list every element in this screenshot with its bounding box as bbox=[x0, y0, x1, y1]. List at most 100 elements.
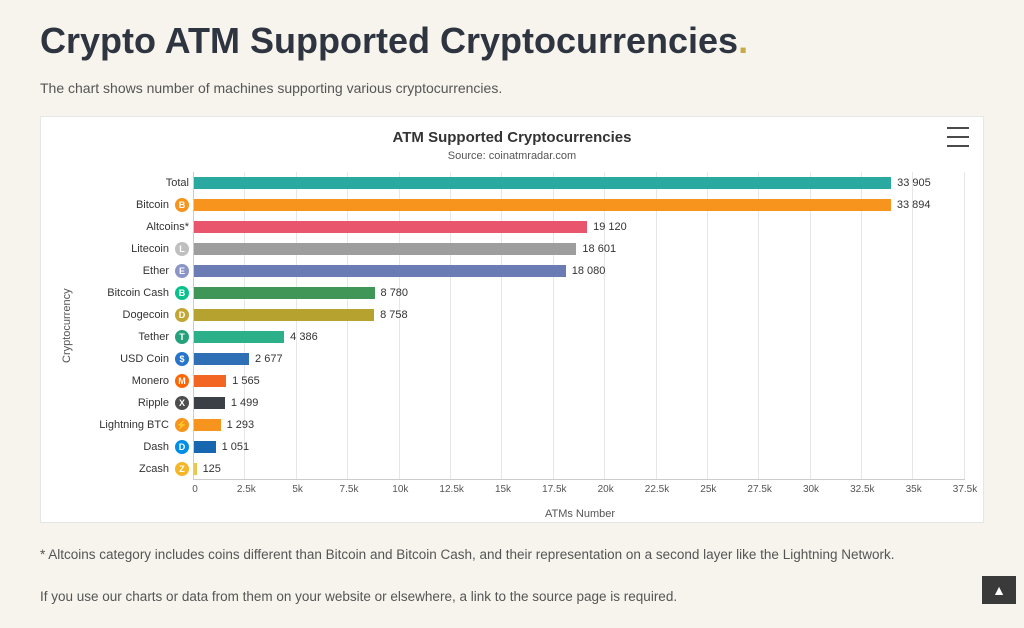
coin-icon: L bbox=[175, 242, 189, 256]
page-title-text: Crypto ATM Supported Cryptocurrencies bbox=[40, 20, 738, 61]
row-label-text: Lightning BTC bbox=[99, 419, 169, 431]
bar-value: 18 080 bbox=[572, 265, 606, 277]
coin-icon: ⚡ bbox=[175, 418, 189, 432]
coin-icon: Z bbox=[175, 462, 189, 476]
row-label: Bitcoin B bbox=[75, 194, 193, 216]
chart-menu-button[interactable] bbox=[947, 127, 969, 147]
bar-row: 8 780 bbox=[194, 282, 965, 304]
chart-plot: Cryptocurrency Total Bitcoin B Altcoins* Lit… bbox=[59, 172, 965, 480]
bar-row: 1 293 bbox=[194, 414, 965, 436]
coin-icon: M bbox=[175, 374, 189, 388]
xtick-label: 2.5k bbox=[237, 484, 256, 495]
row-label-text: USD Coin bbox=[120, 353, 169, 365]
bar[interactable] bbox=[194, 397, 225, 409]
bar-row: 4 386 bbox=[194, 326, 965, 348]
xtick-label: 27.5k bbox=[747, 484, 771, 495]
row-label: TetherT bbox=[75, 326, 193, 348]
row-label-text: Bitcoin bbox=[136, 199, 169, 211]
bar-value: 33 894 bbox=[897, 199, 931, 211]
title-dot: . bbox=[738, 20, 748, 61]
row-label: USD Coin $ bbox=[75, 348, 193, 370]
bar[interactable] bbox=[194, 265, 566, 277]
row-label: RippleX bbox=[75, 392, 193, 414]
bar-row: 18 080 bbox=[194, 260, 965, 282]
row-label-text: Tether bbox=[138, 331, 169, 343]
bar[interactable] bbox=[194, 243, 576, 255]
row-label: Bitcoin Cash B bbox=[75, 282, 193, 304]
chart-source: Source: coinatmradar.com bbox=[59, 150, 965, 162]
footnote-usage: If you use our charts or data from them … bbox=[40, 587, 984, 607]
chart-row-labels: TotalBitcoinBAltcoins*LitecoinLEtherEBit… bbox=[75, 172, 193, 480]
xtick-label: 5k bbox=[292, 484, 303, 495]
row-label-text: Dogecoin bbox=[123, 309, 169, 321]
bar[interactable] bbox=[194, 221, 587, 233]
row-label-text: Altcoins* bbox=[146, 221, 189, 233]
bar-value: 18 601 bbox=[582, 243, 616, 255]
xtick-label: 0 bbox=[192, 484, 198, 495]
xtick-label: 37.5k bbox=[953, 484, 977, 495]
chevron-up-icon: ▲ bbox=[992, 582, 1006, 598]
coin-icon: $ bbox=[175, 352, 189, 366]
bar[interactable] bbox=[194, 331, 284, 343]
xtick-label: 32.5k bbox=[850, 484, 874, 495]
coin-icon: B bbox=[175, 286, 189, 300]
bar-row: 19 120 bbox=[194, 216, 965, 238]
xtick-label: 12.5k bbox=[439, 484, 463, 495]
bar[interactable] bbox=[194, 375, 226, 387]
bar[interactable] bbox=[194, 309, 374, 321]
row-label: Lightning BTC ⚡ bbox=[75, 414, 193, 436]
bar-row: 8 758 bbox=[194, 304, 965, 326]
bar-value: 33 905 bbox=[897, 177, 931, 189]
bar-row: 33 894 bbox=[194, 194, 965, 216]
bar-row: 1 051 bbox=[194, 436, 965, 458]
bar-value: 125 bbox=[203, 463, 221, 475]
row-label: Litecoin L bbox=[75, 238, 193, 260]
xtick-label: 10k bbox=[392, 484, 408, 495]
bar-row: 1 565 bbox=[194, 370, 965, 392]
row-label-text: Dash bbox=[143, 441, 169, 453]
bar-value: 2 677 bbox=[255, 353, 283, 365]
row-label-text: Total bbox=[166, 177, 189, 189]
chart-plot-area: 33 905 33 894 19 120 18 601 18 080 8 7808 758… bbox=[193, 172, 965, 480]
bar[interactable] bbox=[194, 177, 891, 189]
chart-ylabel: Cryptocurrency bbox=[59, 172, 75, 480]
xtick-label: 30k bbox=[803, 484, 819, 495]
coin-icon: D bbox=[175, 308, 189, 322]
bar-value: 1 565 bbox=[232, 375, 260, 387]
bar-row: 1 499 bbox=[194, 392, 965, 414]
row-label-text: Zcash bbox=[139, 463, 169, 475]
xtick-label: 22.5k bbox=[645, 484, 669, 495]
bar[interactable] bbox=[194, 353, 249, 365]
row-label-text: Monero bbox=[132, 375, 169, 387]
back-to-top-button[interactable]: ▲ bbox=[982, 576, 1016, 604]
xtick-label: 25k bbox=[700, 484, 716, 495]
bar[interactable] bbox=[194, 287, 375, 299]
row-label-text: Litecoin bbox=[131, 243, 169, 255]
row-label: EtherE bbox=[75, 260, 193, 282]
row-label-text: Ripple bbox=[138, 397, 169, 409]
bar-row: 33 905 bbox=[194, 172, 965, 194]
xtick-label: 17.5k bbox=[542, 484, 566, 495]
chart-title: ATM Supported Cryptocurrencies bbox=[59, 129, 965, 146]
row-label-text: Bitcoin Cash bbox=[107, 287, 169, 299]
bar[interactable] bbox=[194, 441, 216, 453]
bar-value: 19 120 bbox=[593, 221, 627, 233]
bar[interactable] bbox=[194, 419, 221, 431]
bar-row: 2 677 bbox=[194, 348, 965, 370]
bar[interactable] bbox=[194, 463, 197, 475]
xtick-label: 15k bbox=[495, 484, 511, 495]
row-label: Total bbox=[75, 172, 193, 194]
bar[interactable] bbox=[194, 199, 891, 211]
coin-icon: D bbox=[175, 440, 189, 454]
footnote-altcoins: * Altcoins category includes coins diffe… bbox=[40, 545, 984, 565]
xtick-label: 20k bbox=[598, 484, 614, 495]
chart-card: ATM Supported Cryptocurrencies Source: c… bbox=[40, 116, 984, 523]
page-subtitle: The chart shows number of machines suppo… bbox=[40, 80, 984, 96]
row-label: Altcoins* bbox=[75, 216, 193, 238]
bar-value: 4 386 bbox=[290, 331, 318, 343]
coin-icon: B bbox=[175, 198, 189, 212]
bar-value: 1 051 bbox=[222, 441, 250, 453]
bar-value: 1 293 bbox=[227, 419, 255, 431]
chart-bars: 33 905 33 894 19 120 18 601 18 080 8 7808 758… bbox=[194, 172, 965, 480]
chart-xaxis: 02.5k5k7.5k10k12.5k15k17.5k20k22.5k25k27… bbox=[195, 480, 965, 508]
